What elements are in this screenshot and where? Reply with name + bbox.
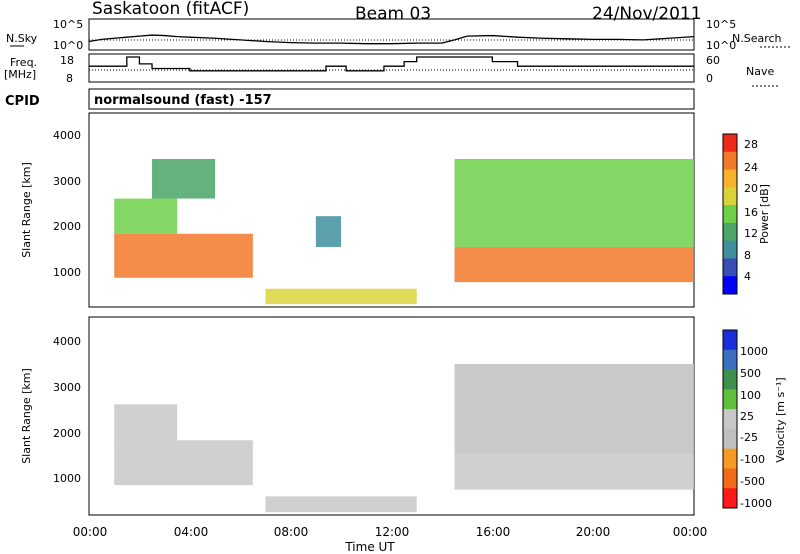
power-region-1 <box>114 198 178 234</box>
power-cbar-swatch-8 <box>723 276 737 295</box>
power-cbar-tick-16: 16 <box>744 206 758 219</box>
vel-cbar-swatch-2 <box>723 369 737 390</box>
noise-tick-low-left: 10^0 <box>53 39 83 52</box>
xtick-1600: 16:00 <box>476 525 511 539</box>
power-cbar-swatch-2 <box>723 169 737 188</box>
velocity-heatmap <box>114 363 694 513</box>
velocity-cbar-tick-neg100: -100 <box>740 453 765 466</box>
power-cbar-swatch-6 <box>723 240 737 259</box>
vel-cbar-swatch-3 <box>723 389 737 410</box>
velocity-ytick-2000: 2000 <box>53 427 81 440</box>
power-cbar-swatch-0 <box>723 134 737 153</box>
power-cbar-tick-28: 28 <box>744 138 758 151</box>
velocity-ytick-1000: 1000 <box>53 472 81 485</box>
power-cbar-frame <box>722 133 738 295</box>
vel-cbar-swatch-7 <box>723 468 737 489</box>
power-region-6 <box>454 158 694 247</box>
vel-cbar-frame <box>722 329 738 509</box>
freq-label: Freq. <box>10 56 37 69</box>
vel-cbar-swatch-0 <box>723 330 737 351</box>
vel-cbar-swatch-4 <box>723 409 737 430</box>
velocity-ylabel: Slant Range [km] <box>20 368 33 464</box>
freq-panel-frame <box>88 53 695 83</box>
power-region-3 <box>265 288 417 305</box>
velocity-colorbar <box>722 329 738 509</box>
velocity-cbar-tick-1000: 1000 <box>740 345 768 358</box>
power-region-2 <box>152 158 216 199</box>
beam-label: Beam 03 <box>355 4 431 24</box>
power-ytick-3000: 3000 <box>53 175 81 188</box>
power-heatmap <box>114 158 694 305</box>
xtick-2400: 00:00 <box>673 525 708 539</box>
velocity-cbar-tick-100: 100 <box>740 389 761 402</box>
power-ytick-2000: 2000 <box>53 220 81 233</box>
xtick-0400: 04:00 <box>174 525 209 539</box>
velocity-ytick-3000: 3000 <box>53 381 81 394</box>
velocity-cbar-tick-neg500: -500 <box>740 475 765 488</box>
xtick-2000: 20:00 <box>576 525 611 539</box>
cpid-panel-frame <box>88 88 695 110</box>
velocity-cbar-tick-neg25: -25 <box>740 431 758 444</box>
nsky-line <box>88 34 695 45</box>
velocity-region-3 <box>454 453 694 490</box>
nsky-series <box>88 34 695 45</box>
velocity-region-4 <box>454 363 694 454</box>
power-colorbar <box>722 133 738 295</box>
power-cbar-label: Power [dB] <box>758 184 771 244</box>
power-ytick-4000: 4000 <box>53 129 81 142</box>
cpid-text: normalsound (fast) -157 <box>94 93 272 108</box>
power-cbar-swatch-1 <box>723 151 737 171</box>
power-ylabel: Slant Range [km] <box>20 162 33 258</box>
vel-cbar-swatch-6 <box>723 448 737 469</box>
power-cbar-tick-4: 4 <box>744 270 751 283</box>
velocity-region-2 <box>265 496 417 513</box>
noise-panel-frame <box>88 18 695 51</box>
velocity-region-1 <box>114 404 178 441</box>
power-cbar-tick-24: 24 <box>744 161 758 174</box>
freq-line <box>89 56 694 72</box>
cpid-label: CPID <box>5 94 40 109</box>
nave-tick-low: 0 <box>706 72 713 85</box>
xtick-0800: 08:00 <box>274 525 309 539</box>
velocity-region-0 <box>114 440 253 486</box>
nave-label: Nave <box>746 65 774 78</box>
freq-tick-high: 18 <box>60 54 74 67</box>
station-title: Saskatoon (fitACF) <box>92 0 249 19</box>
vel-cbar-swatch-8 <box>723 488 737 509</box>
xtick-0000: 00:00 <box>73 525 108 539</box>
noise-tick-high-right: 10^5 <box>706 18 736 31</box>
power-cbar-swatch-5 <box>723 222 737 242</box>
freq-tick-low: 8 <box>66 72 73 85</box>
power-cbar-swatch-7 <box>723 258 737 277</box>
velocity-cbar-label: Velocity [m s⁻¹] <box>774 377 787 462</box>
power-region-4 <box>315 216 342 247</box>
vel-cbar-swatch-5 <box>723 428 737 450</box>
date-label: 24/Nov/2011 <box>592 4 702 24</box>
noise-tick-high-left: 10^5 <box>53 18 83 31</box>
noise-tick-low-right: 10^0 <box>706 39 736 52</box>
velocity-cbar-tick-25: 25 <box>740 410 754 423</box>
velocity-cbar-tick-neg1000: -1000 <box>740 497 772 510</box>
nsearch-label: N.Search <box>732 32 782 45</box>
vel-cbar-swatch-1 <box>723 349 737 371</box>
power-cbar-tick-8: 8 <box>744 249 751 262</box>
power-cbar-tick-12: 12 <box>744 227 758 240</box>
power-region-5 <box>454 246 694 283</box>
freq-units-label: [MHz] <box>4 68 36 81</box>
nave-tick-high: 60 <box>706 54 720 67</box>
xtick-1200: 12:00 <box>375 525 410 539</box>
power-cbar-swatch-3 <box>723 187 737 206</box>
power-region-0 <box>114 233 253 278</box>
power-ytick-1000: 1000 <box>53 266 81 279</box>
power-cbar-tick-20: 20 <box>744 182 758 195</box>
power-cbar-swatch-4 <box>723 205 737 224</box>
freq-series <box>89 56 694 72</box>
xaxis-label: Time UT <box>344 540 395 554</box>
nsky-label: N.Sky <box>6 32 38 45</box>
velocity-ytick-4000: 4000 <box>53 335 81 348</box>
velocity-cbar-tick-500: 500 <box>740 367 761 380</box>
